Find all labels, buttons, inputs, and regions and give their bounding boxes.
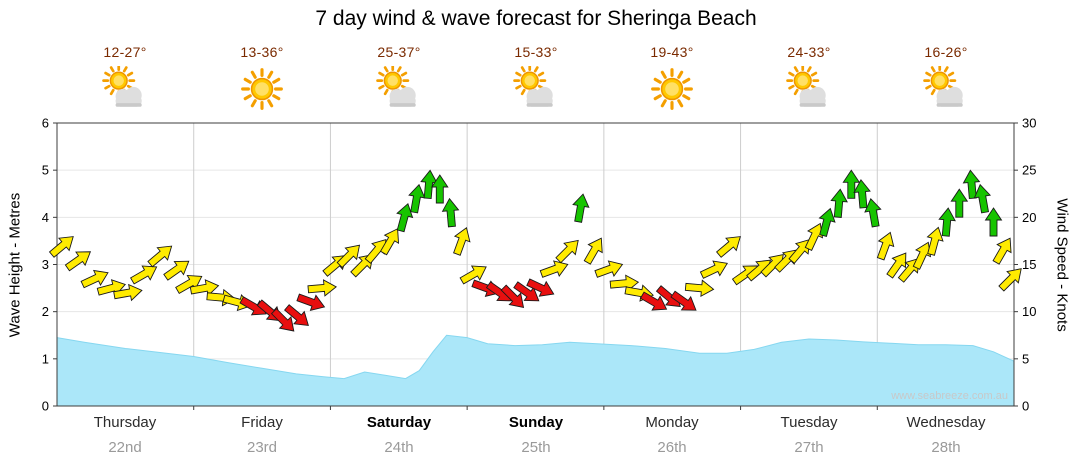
day-label: Thursday: [93, 414, 157, 431]
day-temp-range: 13-36°: [240, 44, 284, 60]
day-date: 24th: [384, 439, 414, 456]
day-temp-range: 19-43°: [650, 44, 694, 60]
wave-height-area: [56, 334, 1015, 406]
day-label: Monday: [645, 414, 699, 431]
svg-text:1: 1: [42, 351, 49, 366]
sunny-icon: [649, 66, 695, 112]
day-date: 28th: [931, 439, 961, 456]
svg-text:6: 6: [42, 116, 49, 131]
sun-cloud-icon: [102, 64, 148, 112]
day-label: Tuesday: [780, 414, 838, 431]
day-label: Friday: [241, 414, 283, 431]
svg-text:0: 0: [1022, 399, 1029, 414]
day-label: Sunday: [508, 414, 564, 431]
svg-text:5: 5: [1022, 351, 1029, 366]
day-temp-range: 25-37°: [377, 44, 421, 60]
watermark: www.seabreeze.com.au: [891, 390, 1008, 402]
page-title: 7 day wind & wave forecast for Sheringa …: [315, 7, 757, 30]
gridlines: [57, 123, 1014, 406]
right-axis-title: Wind Speed - Knots: [1053, 198, 1071, 332]
svg-text:5: 5: [42, 163, 49, 178]
day-temp-range: 24-33°: [787, 44, 831, 60]
svg-text:3: 3: [42, 257, 49, 272]
day-label: Saturday: [366, 414, 432, 431]
svg-text:20: 20: [1022, 210, 1036, 225]
svg-text:2: 2: [42, 304, 49, 319]
wind-arrows: [48, 169, 1022, 332]
day-date: 23rd: [246, 439, 278, 456]
svg-text:30: 30: [1022, 116, 1036, 131]
day-label: Wednesday: [906, 414, 986, 431]
svg-text:10: 10: [1022, 304, 1036, 319]
day-temp-range: 12-27°: [103, 44, 147, 60]
svg-text:15: 15: [1022, 257, 1036, 272]
day-date: 22nd: [108, 439, 142, 456]
svg-text:4: 4: [42, 210, 49, 225]
svg-text:25: 25: [1022, 163, 1036, 178]
day-date: 25th: [521, 439, 551, 456]
day-temp-range: 16-26°: [924, 44, 968, 60]
sun-cloud-icon: [513, 64, 559, 112]
svg-text:0: 0: [42, 399, 49, 414]
sun-cloud-icon: [376, 64, 422, 112]
sun-cloud-icon: [786, 64, 832, 112]
sun-cloud-icon: [923, 64, 969, 112]
sunny-icon: [239, 66, 285, 112]
day-temp-range: 15-33°: [514, 44, 558, 60]
day-date: 27th: [794, 439, 824, 456]
axis-ticks: 0 1 2 3 4 5 6 0 5 10 15 20 25 30: [42, 116, 1037, 414]
day-date: 26th: [657, 439, 687, 456]
left-axis-title: Wave Height - Metres: [6, 192, 24, 338]
